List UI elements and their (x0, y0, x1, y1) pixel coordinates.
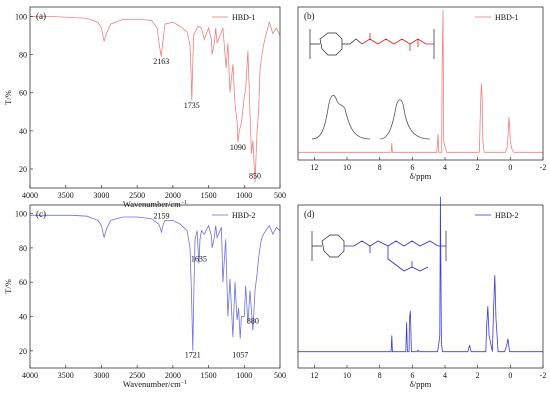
y-tick-label: 100 (15, 210, 27, 219)
y-tick-label: 60 (19, 278, 27, 287)
x-tick-label: 0 (508, 163, 512, 172)
x-tick-label: 0 (508, 371, 512, 380)
peak-annotation: 1721 (185, 351, 201, 360)
x-axis-label: Wavenumber/cm−1 (123, 199, 187, 209)
panel-d: 12 10 8 6 4 2 0 -2 δ/ppm (d) HBD-2 (297, 196, 547, 389)
peak-annotation: 2159 (154, 212, 170, 221)
plot-frame (29, 6, 281, 189)
inset-multiplet-left (311, 95, 371, 140)
structure-bracket-left (311, 231, 322, 261)
x-tick-label: 2 (476, 163, 480, 172)
y-tick-label: 80 (19, 244, 27, 253)
legend-label: HBD-2 (495, 211, 519, 220)
panel-label: (d) (304, 209, 315, 219)
legend-label: HBD-1 (232, 13, 256, 22)
panel-c: 4000 3500 3000 2500 2000 1500 1000 500 20 40 60 80 1… (3, 204, 286, 389)
structure-blue-branch (369, 246, 429, 272)
plot-frame (297, 204, 544, 369)
peak-annotation: 880 (247, 316, 259, 325)
x-tick-label: 10 (343, 163, 351, 172)
series-line-HBD-2 (30, 214, 281, 351)
x-tick-label: 500 (274, 371, 286, 380)
x-tick-label: 1500 (201, 191, 217, 200)
x-tick-label: 3000 (93, 191, 109, 200)
x-tick-label: 6 (410, 371, 414, 380)
y-tick-label: 20 (19, 165, 27, 174)
x-tick-label: 8 (378, 371, 382, 380)
structure-blue-chain (344, 240, 446, 247)
x-tick-label: 1500 (201, 371, 217, 380)
structure-bracket-left (309, 29, 320, 59)
structure-red-chain (361, 38, 434, 45)
x-tick-label: -2 (540, 371, 547, 380)
y-tick-label: 80 (19, 51, 27, 60)
series-line-HBD-1 (298, 10, 543, 153)
x-tick-label: 1000 (236, 191, 252, 200)
structure-red-carbonyls (369, 33, 419, 51)
structure-linker (342, 38, 363, 45)
panel-label: (c) (36, 209, 46, 219)
x-axis-label-sup: −1 (181, 380, 187, 386)
panel-label: (b) (304, 11, 315, 21)
peak-annotation: 1057 (232, 351, 248, 360)
x-tick-label: 1000 (236, 371, 252, 380)
y-axis-label: T/% (3, 279, 13, 294)
x-tick-label: 3500 (58, 191, 74, 200)
x-tick-label: 12 (310, 371, 318, 380)
x-tick-label: 2000 (165, 371, 181, 380)
x-axis-label-sup: −1 (181, 200, 187, 206)
x-tick-label: 3000 (93, 371, 109, 380)
peak-annotation: 850 (249, 171, 261, 180)
x-tick-label: 8 (378, 163, 382, 172)
x-axis-label: δ/ppm (410, 379, 432, 389)
x-axis-label: Wavenumber/cm−1 (123, 379, 187, 389)
x-tick-label: 6 (410, 163, 414, 172)
x-tick-label: 10 (343, 371, 351, 380)
series-line-HBD-2 (298, 196, 543, 353)
x-tick-label: 4 (443, 371, 447, 380)
series-line-HBD-1 (30, 16, 281, 183)
x-tick-label: -2 (540, 163, 547, 172)
panel-a: 4000 3500 3000 2500 2000 1500 1000 500 20 40 60 80 1… (3, 6, 286, 209)
plot-frame (29, 204, 281, 369)
y-tick-label: 100 (15, 13, 27, 22)
y-tick-label: 40 (19, 313, 27, 322)
x-axis-label: δ/ppm (410, 171, 432, 181)
x-tick-label: 2500 (129, 371, 145, 380)
inset-multiplet-right (379, 99, 431, 140)
x-tick-label: 4000 (22, 191, 38, 200)
x-tick-label: 500 (274, 191, 286, 200)
x-tick-label: 2 (476, 371, 480, 380)
y-tick-label: 40 (19, 127, 27, 136)
y-tick-label: 60 (19, 89, 27, 98)
x-tick-label: 2000 (165, 191, 181, 200)
plot-frame (297, 6, 544, 161)
structure-ring (321, 234, 345, 258)
y-tick-label: 20 (19, 347, 27, 356)
legend-label: HBD-1 (495, 13, 519, 22)
peak-annotation: 1090 (230, 143, 246, 152)
x-tick-label: 12 (310, 163, 318, 172)
x-tick-label: 2500 (129, 191, 145, 200)
structure-ring (319, 32, 343, 56)
y-axis-label: T/% (3, 90, 13, 105)
peak-annotation: 1635 (191, 255, 207, 264)
x-tick-label: 3500 (58, 371, 74, 380)
panel-b: 12 10 8 6 4 2 0 -2 δ/ppm (b) HBD-1 (297, 6, 547, 181)
panel-label: (a) (36, 11, 46, 21)
peak-annotation: 1735 (184, 101, 200, 110)
x-tick-label: 4 (443, 163, 447, 172)
legend-label: HBD-2 (232, 211, 256, 220)
x-tick-label: 4000 (22, 371, 38, 380)
peak-annotation: 2163 (153, 57, 169, 66)
